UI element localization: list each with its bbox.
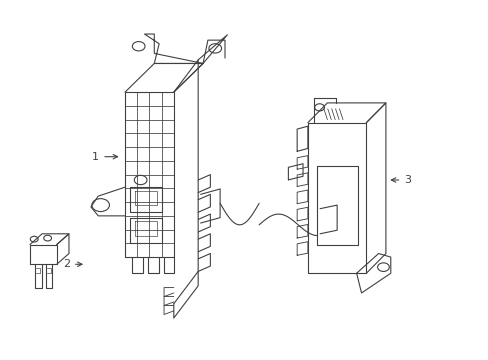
Text: 1: 1 <box>92 152 99 162</box>
Text: 3: 3 <box>404 175 410 185</box>
Text: 2: 2 <box>63 259 70 269</box>
